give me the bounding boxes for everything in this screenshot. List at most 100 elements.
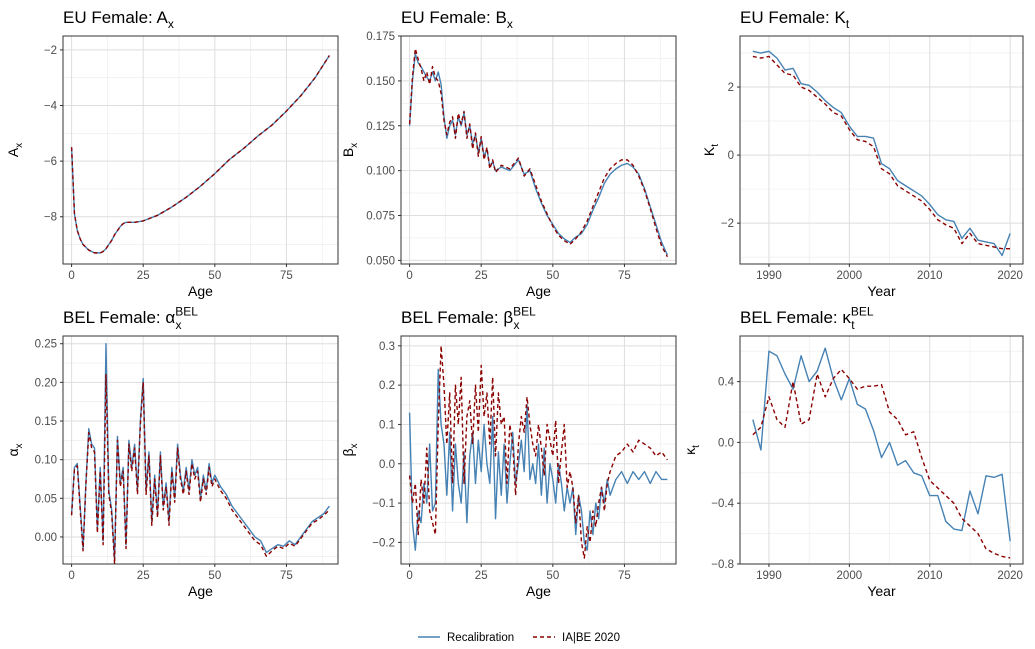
- x-tick-label: 0: [406, 570, 412, 582]
- x-tick-label: 75: [618, 570, 631, 582]
- panel-border: [739, 335, 1024, 565]
- panel-title: BEL Female: κBEL t: [740, 304, 874, 332]
- y-tick-label: −0.4: [711, 498, 734, 510]
- y-tick-label: 0.15: [35, 416, 57, 428]
- x-tick-label: 75: [280, 270, 293, 282]
- y-axis-title: Kt: [701, 144, 721, 156]
- x-tick-label: 50: [208, 570, 221, 582]
- series-line-recalibration: [408, 368, 668, 551]
- series-line-iabe-2020: [752, 368, 1011, 559]
- y-tick-label: 0.00: [35, 532, 57, 544]
- series-line-iabe-2020: [752, 55, 1011, 250]
- y-tick-label: −6: [44, 156, 57, 168]
- panel-title: EU Female: Ax: [63, 8, 174, 31]
- panel-border: [62, 335, 339, 565]
- y-axis-title: Bx: [340, 143, 360, 157]
- y-tick-label: 0.10: [35, 455, 57, 467]
- panel-title: BEL Female: βBEL x: [401, 304, 536, 332]
- y-tick-label: 0.05: [35, 493, 57, 505]
- svg-text:Bx: Bx: [340, 143, 360, 157]
- series-line-iabe-2020: [408, 47, 669, 258]
- y-tick-label: 0.050: [366, 255, 395, 267]
- panel-title: EU Female: Kt: [740, 8, 850, 31]
- x-tick-label: 50: [546, 270, 559, 282]
- x-tick-label: 1990: [756, 570, 782, 582]
- svg-text:αx: αx: [5, 443, 25, 456]
- y-tick-label: −2: [721, 218, 734, 230]
- series-line-iabe-2020: [70, 373, 330, 565]
- chart-panel-4: 0 25 50 75 0.00 0.05 0.10 0.15 0.20 0.25 Age αx BEL …: [5, 304, 339, 599]
- x-tick-label: 2010: [917, 270, 943, 282]
- chart-panel-6: 1990 2000 2010 2020 −0.8 −0.4 0.0 0.4 Year κt BEL …: [682, 304, 1024, 599]
- y-axis-title: αx: [5, 443, 25, 456]
- svg-text:κt: κt: [682, 445, 702, 455]
- series-line-recalibration: [70, 55, 330, 254]
- x-tick-label: 2000: [837, 570, 863, 582]
- grid: [740, 336, 1023, 565]
- panel-border: [400, 35, 677, 265]
- y-tick-label: 0.125: [366, 121, 395, 133]
- y-axis-title: κt: [682, 445, 702, 455]
- series-line-recalibration: [70, 343, 330, 561]
- y-tick-label: −0.8: [711, 559, 734, 571]
- x-tick-label: 2020: [997, 270, 1023, 282]
- y-tick-label: 0.4: [718, 377, 735, 389]
- y-tick-label: −2: [44, 45, 57, 57]
- svg-text:Kt: Kt: [701, 144, 721, 156]
- chart-panel-1: 0 25 50 75 −8 −6 −4 −2 Age Ax EU Female: Ax: [5, 8, 339, 299]
- y-tick-label: 0.1: [379, 419, 395, 431]
- y-tick-label: 0.150: [366, 76, 395, 88]
- x-tick-label: 75: [618, 270, 631, 282]
- chart-panel-3: 1990 2000 2010 2020 −2 0 2 Year Kt EU Female: Kt: [701, 8, 1024, 299]
- y-tick-label: 0: [728, 150, 734, 162]
- x-tick-label: 2020: [997, 570, 1023, 582]
- y-tick-label: −0.1: [372, 498, 395, 510]
- panel-border: [400, 335, 677, 565]
- panels: 0 25 50 75 −8 −6 −4 −2 Age Ax EU Female: Ax 0 25 50 75…: [5, 8, 1024, 599]
- x-tick-label: 50: [546, 570, 559, 582]
- y-tick-label: 0.3: [379, 341, 395, 353]
- y-axis-title: βx: [340, 443, 360, 456]
- y-tick-label: 0.2: [379, 380, 395, 392]
- svg-text:Ax: Ax: [5, 143, 25, 157]
- x-tick-label: 0: [68, 270, 74, 282]
- panel-title: EU Female: Bx: [401, 8, 513, 31]
- grid: [740, 36, 1023, 264]
- y-tick-label: 0.075: [366, 211, 395, 223]
- y-tick-label: −8: [44, 212, 57, 224]
- y-tick-label: −4: [44, 101, 58, 113]
- x-tick-label: 25: [475, 270, 488, 282]
- y-tick-label: 0.100: [366, 166, 395, 178]
- x-tick-label: 50: [208, 270, 221, 282]
- y-tick-label: −0.2: [372, 537, 395, 549]
- x-tick-label: 25: [475, 570, 488, 582]
- series-line-recalibration: [752, 347, 1011, 542]
- x-tick-label: 2010: [917, 570, 943, 582]
- legend: Recalibration IA|BE 2020: [418, 632, 620, 644]
- series-line-iabe-2020: [408, 345, 668, 559]
- chart-panel-5: 0 25 50 75 −0.2 −0.1 0.0 0.1 0.2 0.3 Age βx BEL Fema…: [340, 304, 677, 599]
- x-axis-title: Age: [188, 583, 213, 599]
- x-axis-title: Year: [867, 283, 896, 299]
- x-axis-title: Year: [867, 583, 896, 599]
- x-tick-label: 2000: [837, 270, 863, 282]
- y-tick-label: 0.0: [718, 437, 734, 449]
- grid: [63, 36, 338, 264]
- x-axis-title: Age: [526, 583, 551, 599]
- legend-label-iabe: IA|BE 2020: [562, 632, 620, 644]
- series-line-recalibration: [752, 50, 1011, 257]
- x-axis-title: Age: [526, 283, 551, 299]
- x-axis-title: Age: [188, 283, 213, 299]
- legend-label-recalibration: Recalibration: [447, 632, 514, 644]
- y-axis-title: Ax: [5, 143, 25, 157]
- x-tick-label: 25: [137, 270, 150, 282]
- x-tick-label: 25: [137, 570, 150, 582]
- y-tick-label: 0.20: [35, 377, 57, 389]
- panel-border: [62, 35, 339, 265]
- y-tick-label: 0.175: [366, 31, 395, 43]
- chart-panel-2: 0 25 50 75 0.050 0.075 0.100 0.125 0.150 0.175 Age…: [340, 8, 677, 299]
- panel-border: [739, 35, 1024, 265]
- grid: [63, 336, 338, 564]
- x-tick-label: 1990: [756, 270, 782, 282]
